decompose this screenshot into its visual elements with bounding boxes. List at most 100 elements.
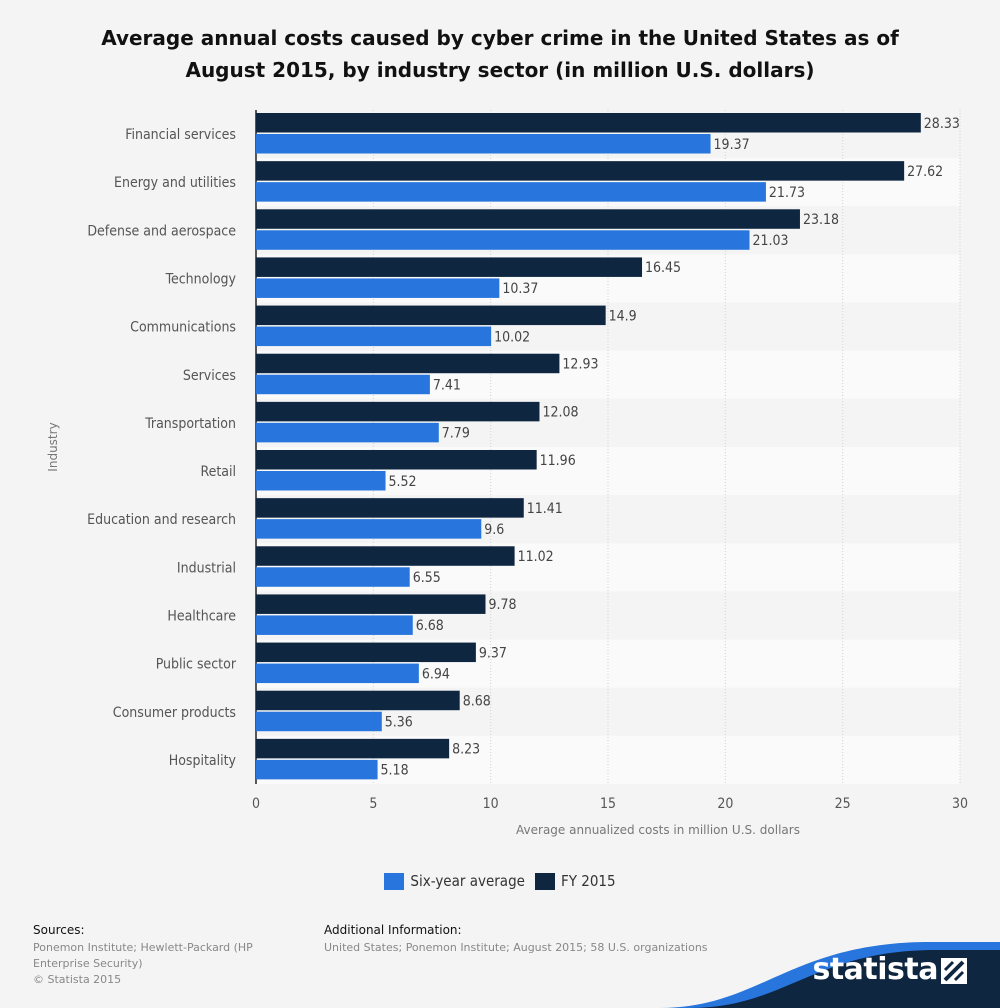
bar-fy-2015[interactable] [256, 353, 560, 374]
bar-six-year-average[interactable] [256, 519, 482, 539]
data-label: 6.94 [422, 666, 450, 682]
data-label: 14.9 [609, 308, 637, 324]
category-label: Healthcare [167, 609, 236, 625]
y-axis-title: Industry [46, 422, 60, 471]
data-label: 9.37 [479, 645, 507, 661]
data-label: 11.41 [527, 501, 563, 517]
bar-fy-2015[interactable] [256, 305, 606, 326]
sources-heading: Sources: [33, 923, 85, 937]
data-label: 12.93 [562, 356, 598, 372]
legend-swatch-six-year-average [384, 872, 405, 890]
bar-fy-2015[interactable] [256, 498, 524, 518]
data-label: 8.23 [452, 742, 480, 758]
data-label: 11.02 [518, 549, 554, 565]
data-label: 27.62 [907, 164, 943, 180]
legend-label: FY 2015 [560, 872, 616, 890]
category-label: Communications [130, 320, 236, 336]
bar-fy-2015[interactable] [256, 257, 643, 277]
data-label: 5.52 [389, 474, 417, 490]
bar-six-year-average[interactable] [256, 663, 419, 684]
data-label: 7.41 [433, 377, 461, 393]
bar-six-year-average[interactable] [256, 567, 410, 587]
bar-fy-2015[interactable] [256, 401, 540, 422]
legend-item-fy-2015[interactable]: FY 2015 [534, 872, 616, 890]
data-label: 28.33 [924, 116, 960, 132]
additional-text: United States; Ponemon Institute; August… [324, 941, 708, 954]
bar-six-year-average[interactable] [256, 134, 711, 154]
category-label: Consumer products [113, 705, 236, 721]
bar-fy-2015[interactable] [256, 209, 800, 229]
bar-fy-2015[interactable] [256, 546, 515, 566]
bar-chart: 28.33 19.37 27.62 21.73 23.18 21.03 16.45 10.37… [46, 110, 968, 837]
data-label: 23.18 [803, 212, 839, 228]
x-tick-label: 15 [600, 796, 616, 812]
bar-six-year-average[interactable] [256, 615, 413, 635]
x-axis-title: Average annualized costs in million U.S.… [516, 823, 800, 837]
x-tick-label: 10 [483, 796, 499, 812]
legend: Six-year average FY 2015 [0, 872, 1000, 890]
brand-swoosh [660, 942, 1000, 1008]
data-label: 10.02 [494, 329, 530, 345]
legend-swatch-fy-2015 [534, 872, 555, 890]
bar-fy-2015[interactable] [256, 113, 921, 133]
data-label: 16.45 [645, 260, 681, 276]
data-label: 6.55 [413, 570, 441, 586]
category-label: Retail [200, 464, 236, 480]
data-label: 5.18 [381, 763, 409, 779]
bar-six-year-average[interactable] [256, 182, 766, 202]
category-label: Services [183, 368, 236, 384]
x-tick-label: 5 [369, 796, 377, 812]
bars: 28.33 19.37 27.62 21.73 23.18 21.03 16.45 10.37… [256, 113, 960, 780]
bar-six-year-average[interactable] [256, 711, 382, 732]
category-label: Technology [165, 272, 237, 288]
bar-six-year-average[interactable] [256, 374, 430, 395]
x-tick-label: 25 [835, 796, 851, 812]
x-tick-label: 0 [252, 796, 260, 812]
sources: Sources: Ponemon Institute; Hewlett-Pack… [33, 923, 308, 988]
bar-six-year-average[interactable] [256, 471, 386, 491]
statista-logo-icon [941, 958, 967, 984]
data-label: 11.96 [540, 453, 576, 469]
bar-fy-2015[interactable] [256, 642, 476, 663]
statista-logo[interactable]: statista [812, 952, 938, 987]
category-label: Energy and utilities [114, 175, 236, 191]
sources-text[interactable]: Ponemon Institute; Hewlett-Packard (HP E… [33, 941, 253, 970]
bar-six-year-average[interactable] [256, 278, 500, 298]
bar-six-year-average[interactable] [256, 230, 750, 250]
data-label: 12.08 [542, 405, 578, 421]
legend-label: Six-year average [410, 872, 525, 890]
legend-item-six-year-average[interactable]: Six-year average [384, 872, 525, 890]
x-tick-labels: 0 5 10 15 20 25 30 [252, 796, 968, 812]
data-label: 7.79 [442, 426, 470, 442]
data-label: 8.68 [463, 693, 491, 709]
bar-fy-2015[interactable] [256, 450, 537, 470]
data-label: 19.37 [714, 137, 750, 153]
bar-fy-2015[interactable] [256, 594, 486, 614]
data-label: 9.6 [484, 522, 504, 538]
category-label: Defense and aerospace [87, 223, 236, 239]
data-label: 21.73 [769, 185, 805, 201]
copyright: © Statista 2015 [33, 973, 122, 986]
bar-fy-2015[interactable] [256, 161, 905, 181]
category-label: Industrial [177, 560, 236, 576]
category-label: Hospitality [169, 753, 237, 769]
footer: Sources: Ponemon Institute; Hewlett-Pack… [0, 920, 1000, 1008]
category-label: Education and research [87, 512, 236, 528]
x-tick-label: 30 [952, 796, 968, 812]
bar-six-year-average[interactable] [256, 422, 439, 443]
data-label: 9.78 [489, 597, 517, 613]
bar-fy-2015[interactable] [256, 738, 450, 759]
additional-heading: Additional Information: [324, 923, 462, 937]
category-label: Financial services [125, 127, 236, 143]
category-labels: Financial services Energy and utilities De… [87, 127, 237, 769]
additional-information: Additional Information: United States; P… [324, 923, 744, 956]
category-label: Public sector [156, 657, 237, 673]
data-label: 6.68 [416, 618, 444, 634]
data-label: 10.37 [502, 281, 538, 297]
data-label: 21.03 [753, 233, 789, 249]
bar-six-year-average[interactable] [256, 759, 378, 780]
category-label: Transportation [144, 416, 236, 432]
bar-fy-2015[interactable] [256, 690, 460, 711]
x-tick-label: 20 [717, 796, 733, 812]
bar-six-year-average[interactable] [256, 326, 492, 347]
